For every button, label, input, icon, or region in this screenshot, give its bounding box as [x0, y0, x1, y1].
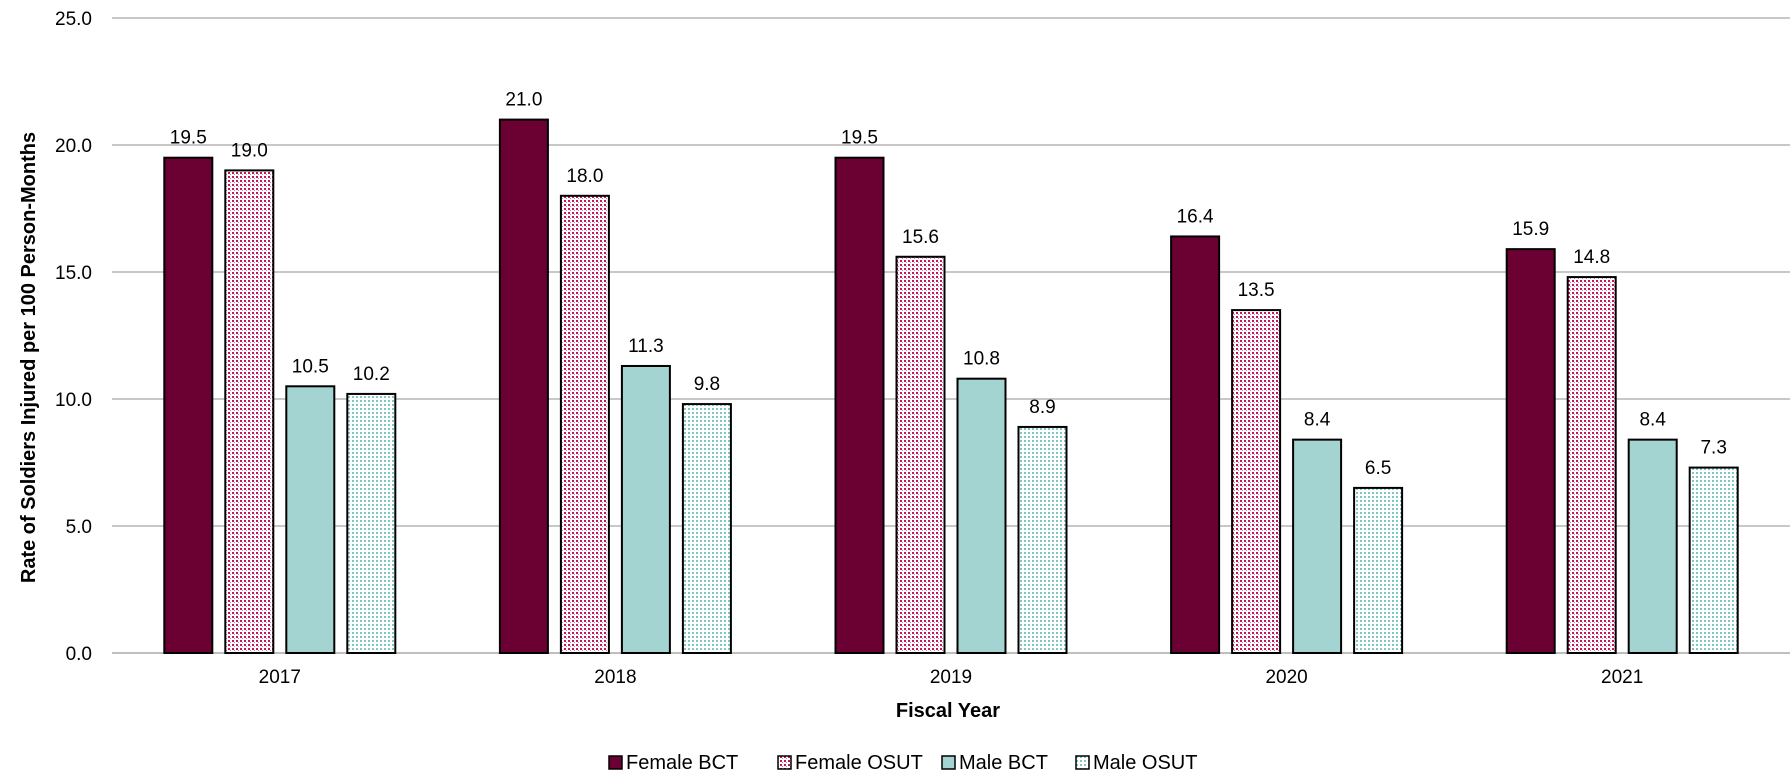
bar-female-bct-2020: [1170, 235, 1221, 654]
data-label: 19.5: [170, 128, 207, 149]
y-tick-label: 15.0: [55, 263, 92, 284]
data-label: 13.5: [1238, 280, 1275, 301]
data-label: 6.5: [1365, 458, 1391, 479]
bar-female-bct-2017: [163, 156, 214, 654]
bar-female-bct-2019: [834, 156, 885, 654]
y-tick-label: 20.0: [55, 136, 92, 157]
legend-swatch: [777, 755, 792, 770]
bar-male-osut-2017: [346, 392, 397, 654]
bar-female-osut-2019: [895, 255, 946, 654]
bar-male-osut-2019: [1017, 425, 1068, 654]
x-axis-title: Fiscal Year: [896, 700, 1000, 722]
bar-male-bct-2017: [285, 385, 336, 654]
data-label: 19.0: [231, 140, 268, 161]
x-tick-label: 2021: [1601, 667, 1643, 688]
data-label: 7.3: [1700, 438, 1726, 459]
bar-female-osut-2021: [1566, 276, 1617, 654]
bar-female-bct-2021: [1505, 248, 1556, 654]
y-axis-ticks: 0.0 5.0 10.0 15.0 20.0 25.0: [55, 9, 92, 665]
bar-female-osut-2018: [559, 194, 610, 655]
data-label: 8.4: [1304, 410, 1331, 431]
bar-male-bct-2018: [620, 364, 671, 654]
bar-male-osut-2021: [1688, 466, 1739, 654]
data-label: 18.0: [566, 166, 603, 187]
data-label: 15.9: [1512, 219, 1549, 240]
bar-male-bct-2019: [956, 377, 1007, 654]
x-tick-label: 2017: [259, 667, 301, 688]
x-axis-ticks: 2017 2018 2019 2020 2021: [259, 667, 1644, 688]
data-label: 10.2: [353, 364, 390, 385]
x-tick-label: 2019: [930, 667, 972, 688]
y-tick-label: 0.0: [66, 644, 92, 665]
data-label: 8.4: [1639, 410, 1666, 431]
data-labels: 19.5 19.0 10.5 10.2 21.0 18.0 11.3 9.8 19.5 15.6 1…: [170, 90, 1727, 479]
legend: Female BCT Female OSUT Male BCT Male OSUT: [608, 752, 1197, 774]
data-label: 19.5: [841, 128, 878, 149]
bars: [163, 118, 1739, 655]
bar-male-bct-2020: [1292, 438, 1343, 655]
bar-male-osut-2020: [1353, 486, 1404, 654]
legend-label: Female OSUT: [795, 752, 923, 774]
legend-label: Male BCT: [959, 752, 1048, 774]
y-tick-label: 5.0: [66, 517, 92, 538]
bar-male-osut-2018: [681, 403, 732, 654]
legend-swatch: [941, 755, 956, 770]
data-label: 11.3: [628, 336, 664, 357]
y-tick-label: 25.0: [55, 9, 92, 30]
y-tick-label: 10.0: [55, 390, 92, 411]
data-label: 21.0: [505, 90, 542, 111]
data-label: 10.5: [292, 356, 329, 377]
data-label: 14.8: [1573, 247, 1610, 268]
data-label: 15.6: [902, 227, 939, 248]
data-label: 9.8: [694, 374, 720, 395]
data-label: 16.4: [1177, 206, 1214, 227]
x-tick-label: 2018: [594, 667, 636, 688]
legend-label: Male OSUT: [1093, 752, 1197, 774]
bar-female-osut-2017: [224, 169, 275, 654]
data-label: 10.8: [963, 349, 1000, 370]
x-tick-label: 2020: [1265, 667, 1307, 688]
bar-female-bct-2018: [498, 118, 549, 655]
legend-swatch: [1075, 755, 1090, 770]
legend-swatch: [608, 755, 623, 770]
bar-female-osut-2020: [1231, 309, 1282, 654]
data-label: 8.9: [1029, 397, 1055, 418]
legend-label: Female BCT: [626, 752, 738, 774]
bar-male-bct-2021: [1627, 438, 1678, 655]
y-axis-title: Rate of Soldiers Injured per 100 Person-…: [18, 132, 40, 583]
